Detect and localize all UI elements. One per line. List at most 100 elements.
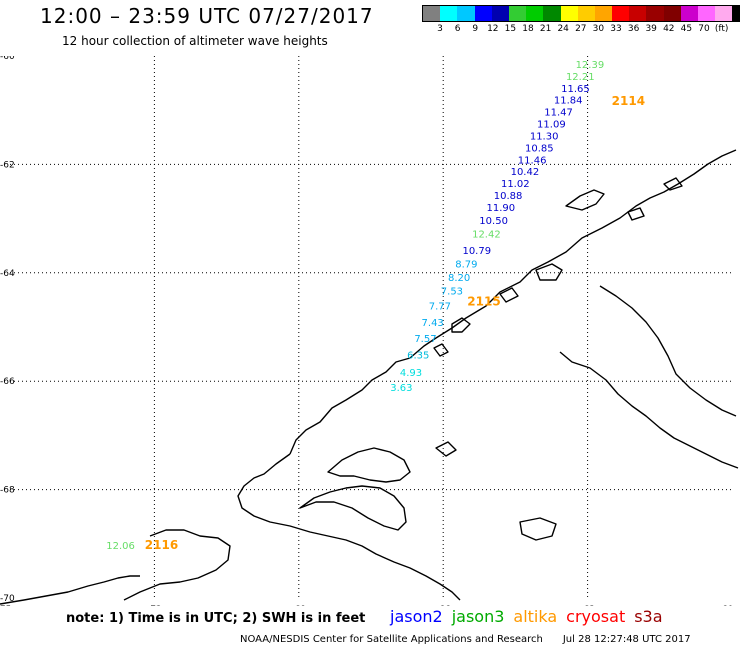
legend-swatch xyxy=(629,6,647,21)
swh-observation: 8.79 xyxy=(455,259,477,270)
southwest-coast xyxy=(0,575,140,605)
swh-observation: 12.39 xyxy=(576,60,605,71)
swh-observation: 10.50 xyxy=(479,216,508,227)
swh-observation: 7.43 xyxy=(422,318,444,329)
northern-islands xyxy=(565,189,605,211)
swh-observation: 7.77 xyxy=(429,302,451,313)
legend-label: 3 xyxy=(437,24,443,34)
sound-outline xyxy=(327,447,411,483)
swh-observation: 12.42 xyxy=(472,230,501,241)
island-d xyxy=(499,287,519,303)
axis-labels: -60 -62 -64 -66 -68 -70-75 -72 -69 -66 -63 -60 xyxy=(0,56,734,606)
pass-id-label: 2116 xyxy=(145,538,178,552)
swh-observation: 10.42 xyxy=(511,167,540,178)
legend-swatch xyxy=(457,6,475,21)
legend-swatch xyxy=(440,6,458,21)
legend-swatch xyxy=(715,6,733,21)
legend-swatch xyxy=(543,6,561,21)
swh-observation: 11.65 xyxy=(561,84,590,95)
legend-label: (ft) xyxy=(714,24,729,34)
legend-label: 15 xyxy=(504,24,517,34)
satellite-legend: jason2 jason3 altika cryosat s3a xyxy=(390,607,672,626)
swh-observation: 11.46 xyxy=(518,155,547,166)
swh-observation: 7.57 xyxy=(414,334,436,345)
swh-observation: 11.09 xyxy=(537,120,566,131)
swh-observation: 10.85 xyxy=(525,143,554,154)
credit-text: NOAA/NESDIS Center for Satellite Applica… xyxy=(240,634,543,645)
satellite-cryosat: cryosat xyxy=(566,607,626,626)
swh-observation: 12.21 xyxy=(566,72,595,83)
swh-observation: 6.35 xyxy=(407,350,429,361)
satellite-s3a: s3a xyxy=(634,607,663,626)
south-coast xyxy=(123,529,231,601)
map-subtitle: 12 hour collection of altimeter wave hei… xyxy=(62,34,328,48)
swh-observation: 4.93 xyxy=(400,368,422,379)
legend-swatch xyxy=(680,6,698,21)
peninsula-coast xyxy=(289,149,737,455)
legend-labels: 3 6 9 12 15 18 21 24 27 30 33 36 39 42 45 70 (ft) xyxy=(422,22,740,36)
legend-label: 9 xyxy=(472,24,479,34)
legend-label: 30 xyxy=(592,24,605,34)
legend-swatch xyxy=(560,6,578,21)
lat-label: -66 xyxy=(0,377,15,387)
legend-swatch xyxy=(474,6,492,21)
lat-label: -62 xyxy=(0,160,15,170)
legend-label: 39 xyxy=(645,24,657,34)
color-legend: 3 6 9 12 15 18 21 24 27 30 33 36 39 42 45 70 (ft) xyxy=(422,5,740,36)
bay-outline xyxy=(299,485,407,531)
legend-label: 12 xyxy=(487,24,499,34)
legend-label: 42 xyxy=(663,24,675,34)
legend-label: 36 xyxy=(627,24,640,34)
satellite-jason3: jason3 xyxy=(451,607,505,626)
inland-ice-front xyxy=(237,453,461,601)
swh-observation: 11.90 xyxy=(487,203,516,214)
island-h xyxy=(435,441,457,457)
lat-label: -68 xyxy=(0,486,15,496)
legend-swatch xyxy=(646,6,664,21)
legend-label: 24 xyxy=(557,24,569,34)
swh-observation: 13.36 xyxy=(573,56,602,59)
legend-swatch xyxy=(594,6,613,21)
legend-label: 70 xyxy=(698,24,710,34)
swh-observation: 8.20 xyxy=(448,273,470,284)
pass-id-label: 2114 xyxy=(612,94,645,108)
coastline xyxy=(0,149,739,605)
timestamp: Jul 28 12:27:48 UTC 2017 xyxy=(562,634,691,645)
swh-observation: 11.30 xyxy=(530,131,559,142)
lon-label: -72 xyxy=(147,605,162,606)
pass-id-label: 2115 xyxy=(467,294,500,308)
lat-label: -70 xyxy=(0,594,15,604)
legend-swatch xyxy=(491,6,509,21)
legend-label: 21 xyxy=(539,24,552,34)
map-title: 12:00 – 23:59 UTC 07/27/2017 xyxy=(40,4,374,28)
legend-label: 6 xyxy=(454,24,461,34)
island-g xyxy=(519,517,557,541)
lon-label: -66 xyxy=(436,605,451,606)
lat-label: -60 xyxy=(0,56,15,62)
island-e xyxy=(451,317,471,333)
legend-swatch xyxy=(698,6,716,21)
legend-swatch xyxy=(423,6,441,21)
pass-labels: 2113 2114 2115 2116 xyxy=(145,56,650,552)
swh-observation: 7.53 xyxy=(441,286,463,297)
island-f xyxy=(433,343,449,357)
swh-observation: 3.63 xyxy=(390,383,412,394)
observation-labels: 13.3612.3912.2111.6511.8411.4711.0911.30… xyxy=(106,56,604,552)
swh-observation: 10.79 xyxy=(462,246,491,257)
wave-height-map: 13.3612.3912.2111.6511.8411.4711.0911.30… xyxy=(0,56,739,606)
legend-swatch xyxy=(732,6,740,21)
legend-swatch xyxy=(577,6,595,21)
island-a xyxy=(627,207,645,221)
swh-observation: 10.88 xyxy=(494,191,523,202)
lon-label: -63 xyxy=(580,605,595,606)
swh-observation: 11.02 xyxy=(501,179,530,190)
lon-label: -75 xyxy=(0,605,11,606)
lat-label: -64 xyxy=(0,269,15,279)
footnote: note: 1) Time is in UTC; 2) SWH is in fe… xyxy=(66,611,366,626)
pass-id-label: 2113 xyxy=(616,56,649,59)
legend-swatches xyxy=(422,5,740,22)
satellite-jason2: jason2 xyxy=(390,607,443,626)
credit-line: NOAA/NESDIS Center for Satellite Applica… xyxy=(240,634,691,645)
island-b xyxy=(663,177,683,191)
east-coast xyxy=(599,285,737,417)
